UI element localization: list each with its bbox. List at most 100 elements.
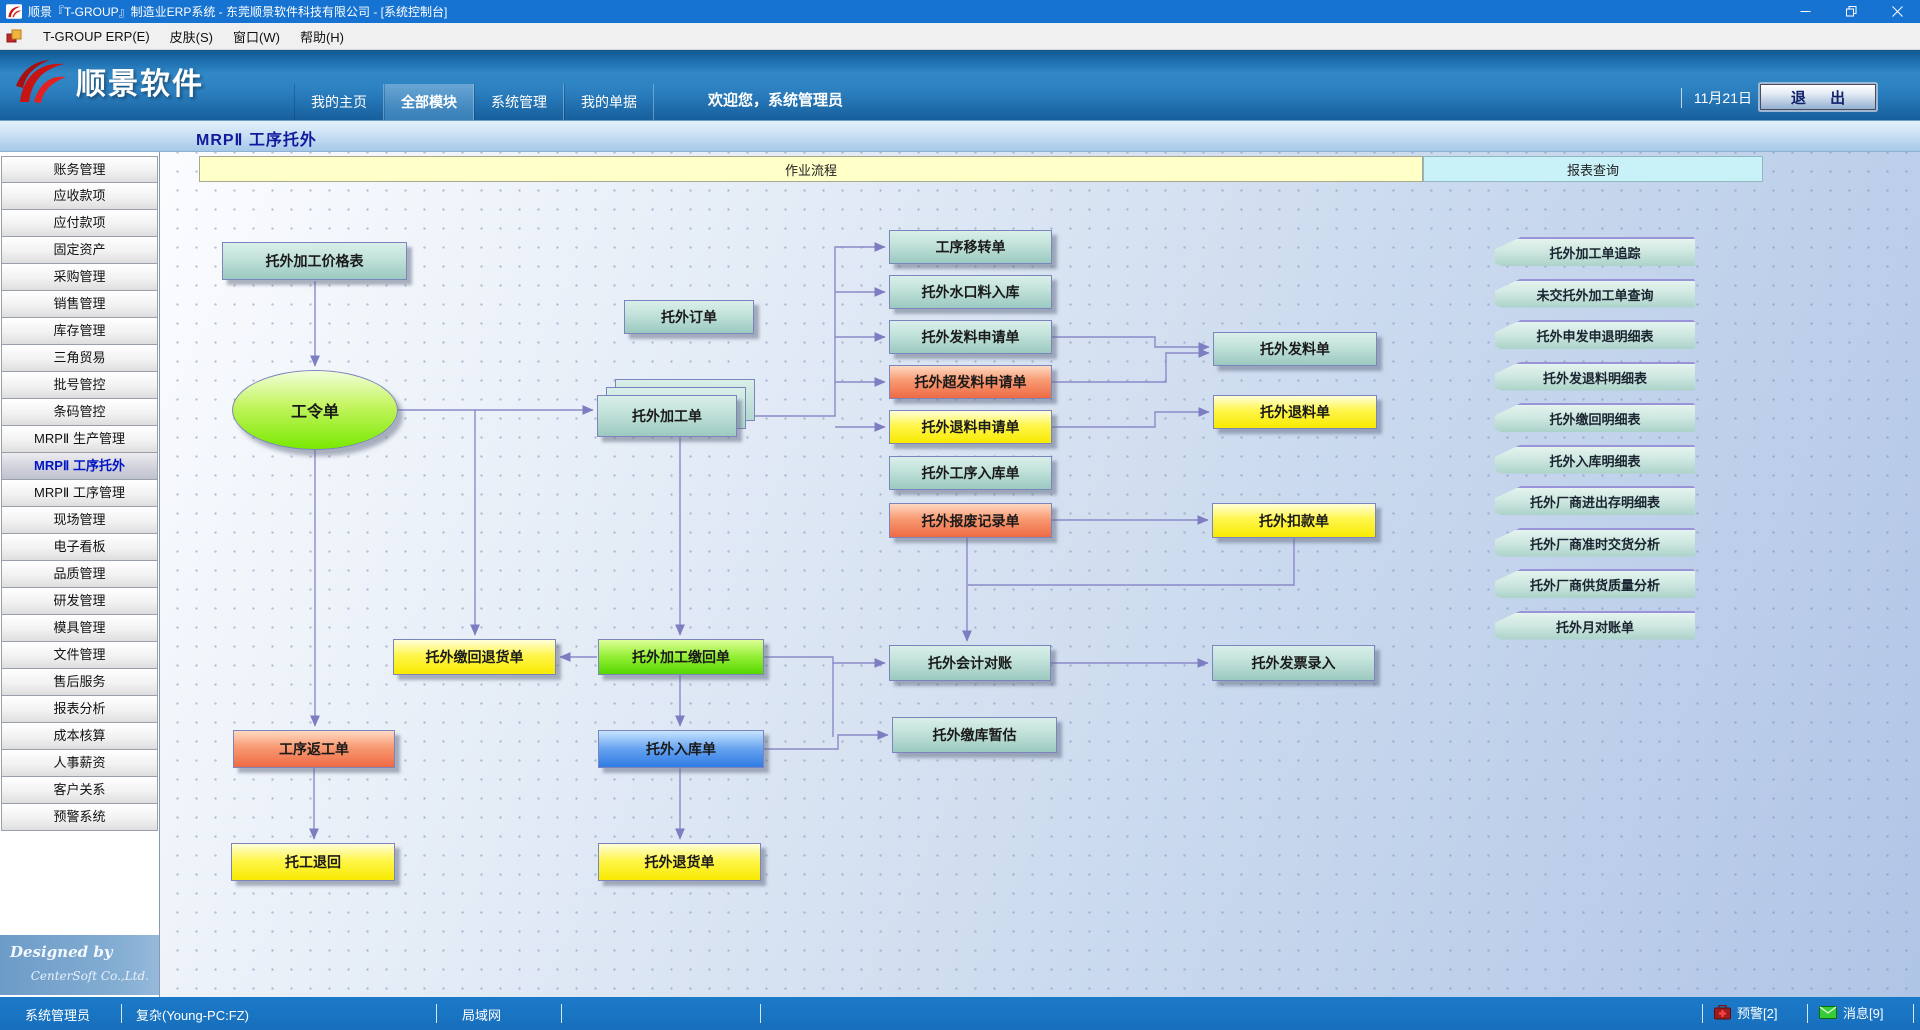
sidebar-item[interactable]: MRPⅡ 工序管理	[1, 480, 158, 507]
flow-node-goods-return-note[interactable]: 托外退货单	[598, 843, 761, 881]
window-close-icon[interactable]	[1874, 0, 1920, 23]
flow-node-process-order[interactable]: 托外加工单	[597, 395, 737, 437]
status-host: 复杂(Young-PC:FZ)	[136, 1008, 249, 1023]
flow-node-submit-estimate[interactable]: 托外缴库暂估	[892, 717, 1057, 753]
sidebar-item[interactable]: 销售管理	[1, 291, 158, 318]
window-restore-icon[interactable]	[1828, 0, 1874, 23]
menu-item[interactable]: 窗口(W)	[233, 29, 280, 45]
sidebar: 账务管理 应收款项 应付款项 固定资产 采购管理 销售管理 库存管理 三角贸易 批号管控 条码管控…	[0, 152, 160, 997]
sidebar-item[interactable]: 成本核算	[1, 723, 158, 750]
window-minimize-icon[interactable]	[1782, 0, 1828, 23]
sidebar-item[interactable]: 售后服务	[1, 669, 158, 696]
flow-node-price-list[interactable]: 托外加工价格表	[222, 242, 407, 280]
sidebar-item[interactable]: 客户关系	[1, 777, 158, 804]
report-tab[interactable]: 托外月对账单	[1495, 610, 1695, 640]
status-alerts[interactable]: 预警[2]	[1714, 1003, 1777, 1022]
flow-node-issue-request[interactable]: 托外发料申请单	[889, 320, 1052, 354]
flow-edge	[968, 538, 1295, 586]
flow-node-return-request[interactable]: 托外退料申请单	[889, 410, 1052, 444]
flow-node-work-order[interactable]: 工令单	[232, 370, 398, 450]
sidebar-item[interactable]: 固定资产	[1, 237, 158, 264]
flow-area: 作业流程 报表查询 托外加工价格表 托外订单 工令单 托外加工单 工序移转单 托外水口料入…	[160, 152, 1920, 997]
sidebar-item[interactable]: 条码管控	[1, 399, 158, 426]
menu-item[interactable]: 皮肤(S)	[169, 29, 214, 45]
report-tab[interactable]: 托外申发申退明细表	[1495, 320, 1695, 349]
flow-node-issue-note[interactable]: 托外发料单	[1213, 332, 1377, 366]
flow-node-work-return[interactable]: 托工退回	[231, 843, 395, 881]
report-banner: 报表查询	[1423, 156, 1763, 182]
titlebar: 顺景『T-GROUP』制造业ERP系统 - 东莞顺景软件科技有限公司 - [系统…	[0, 0, 1920, 23]
sidebar-item[interactable]: 三角贸易	[1, 345, 158, 372]
flow-edge	[1052, 336, 1210, 352]
tab-我的单据[interactable]: 我的单据	[564, 84, 654, 120]
exit-button[interactable]: 退 出	[1760, 84, 1876, 110]
sidebar-item[interactable]: 应付款项	[1, 210, 158, 237]
flow-node-process-in-note[interactable]: 托外工序入库单	[889, 456, 1052, 490]
nav-tabs: 我的主页 全部模块 系统管理 我的单据	[294, 84, 654, 120]
sidebar-item[interactable]: 库存管理	[1, 318, 158, 345]
report-tab[interactable]: 未交托外加工单查询	[1495, 278, 1695, 308]
sidebar-item[interactable]: 人事薪资	[1, 750, 158, 777]
sidebar-item[interactable]: MRPⅡ 生产管理	[1, 426, 158, 453]
flow-edge	[1052, 407, 1210, 428]
flow-node-transfer-note[interactable]: 工序移转单	[889, 230, 1052, 264]
app-logo-icon	[6, 4, 22, 19]
status-user: 系统管理员	[25, 1008, 91, 1023]
menu-item[interactable]: T-GROUP ERP(E)	[43, 28, 150, 44]
sidebar-item[interactable]: 电子看板	[1, 534, 158, 561]
report-tab[interactable]: 托外厂商进出存明细表	[1495, 486, 1695, 515]
brand-logo-icon	[16, 60, 66, 103]
message-icon	[1819, 1006, 1837, 1019]
sidebar-item[interactable]: 应收款项	[1, 183, 158, 210]
flow-node-invoice-entry[interactable]: 托外发票录入	[1212, 645, 1375, 681]
flow-node-sprue-in[interactable]: 托外水口料入库	[889, 275, 1052, 309]
sidebar-item[interactable]: 预警系统	[1, 804, 158, 831]
flow-edge	[1052, 348, 1210, 383]
report-tab[interactable]: 托外厂商准时交货分析	[1495, 527, 1695, 557]
menubar-app-icon	[6, 29, 22, 43]
report-tab[interactable]: 托外厂商供货质量分析	[1495, 569, 1695, 598]
menubar: T-GROUP ERP(E) 皮肤(S) 窗口(W) 帮助(H)	[0, 23, 1920, 64]
date-text: 11月21日	[1680, 88, 1752, 108]
page-title: MRPⅡ 工序托外	[196, 132, 317, 149]
status-network: 局域网	[462, 1008, 502, 1023]
statusbar: 系统管理员 复杂(Young-PC:FZ) 局域网 预警[2] 消息[9]	[0, 997, 1920, 1030]
brand-logo-text: 顺景软件	[76, 68, 204, 101]
sidebar-item[interactable]: 批号管控	[1, 372, 158, 399]
sidebar-item[interactable]: 报表分析	[1, 696, 158, 723]
sidebar-item[interactable]: 现场管理	[1, 507, 158, 534]
report-tab[interactable]: 托外加工单追踪	[1495, 237, 1695, 266]
sidebar-item[interactable]: 账务管理	[1, 156, 158, 183]
sidebar-item[interactable]: 模具管理	[1, 615, 158, 642]
header: 顺景软件 我的主页 全部模块 系统管理 我的单据 欢迎您，系统管理员 11月21日 退…	[0, 50, 1920, 120]
menu-item[interactable]: 帮助(H)	[299, 29, 344, 45]
flow-node-outsource-order[interactable]: 托外订单	[624, 300, 754, 334]
report-tab[interactable]: 托外发退料明细表	[1495, 361, 1695, 391]
flow-node-submit-note[interactable]: 托外加工缴回单	[598, 639, 764, 675]
flow-nodes-layer: 托外加工价格表 托外订单 工令单 托外加工单 工序移转单 托外水口料入库 托外发料申请单 托外…	[160, 152, 1920, 997]
sidebar-item[interactable]: 研发管理	[1, 588, 158, 615]
flow-node-over-issue-request[interactable]: 托外超发料申请单	[889, 365, 1052, 399]
report-tab[interactable]: 托外入库明细表	[1495, 444, 1695, 474]
sidebar-item[interactable]: 采购管理	[1, 264, 158, 291]
flow-node-scrap-record[interactable]: 托外报废记录单	[889, 503, 1052, 538]
flow-connectors	[309, 242, 1295, 840]
flow-node-deduction-note[interactable]: 托外扣款单	[1212, 503, 1376, 538]
sidebar-item[interactable]: 品质管理	[1, 561, 158, 588]
status-messages[interactable]: 消息[9]	[1819, 1003, 1883, 1022]
menu-items: T-GROUP ERP(E) 皮肤(S) 窗口(W) 帮助(H)	[33, 23, 354, 50]
flow-node-warehouse-in-note[interactable]: 托外入库单	[598, 730, 764, 768]
flow-edge	[764, 730, 889, 750]
window-title: 顺景『T-GROUP』制造业ERP系统 - 东莞顺景软件科技有限公司 - [系统…	[28, 5, 448, 19]
flow-node-submit-return-goods[interactable]: 托外缴回退货单	[393, 639, 556, 675]
tab-全部模块[interactable]: 全部模块	[384, 84, 474, 120]
tab-系统管理[interactable]: 系统管理	[474, 84, 564, 120]
sidebar-item[interactable]: 文件管理	[1, 642, 158, 669]
pageband: MRPⅡ 工序托外	[0, 120, 1920, 152]
flow-node-rework-note[interactable]: 工序返工单	[233, 730, 395, 768]
tab-我的主页[interactable]: 我的主页	[294, 84, 384, 120]
report-tab[interactable]: 托外缴回明细表	[1495, 403, 1695, 432]
flow-node-accounting-recon[interactable]: 托外会计对账	[889, 645, 1051, 681]
flow-node-return-note[interactable]: 托外退料单	[1213, 395, 1377, 429]
sidebar-item[interactable]: MRPⅡ 工序托外	[1, 453, 158, 480]
